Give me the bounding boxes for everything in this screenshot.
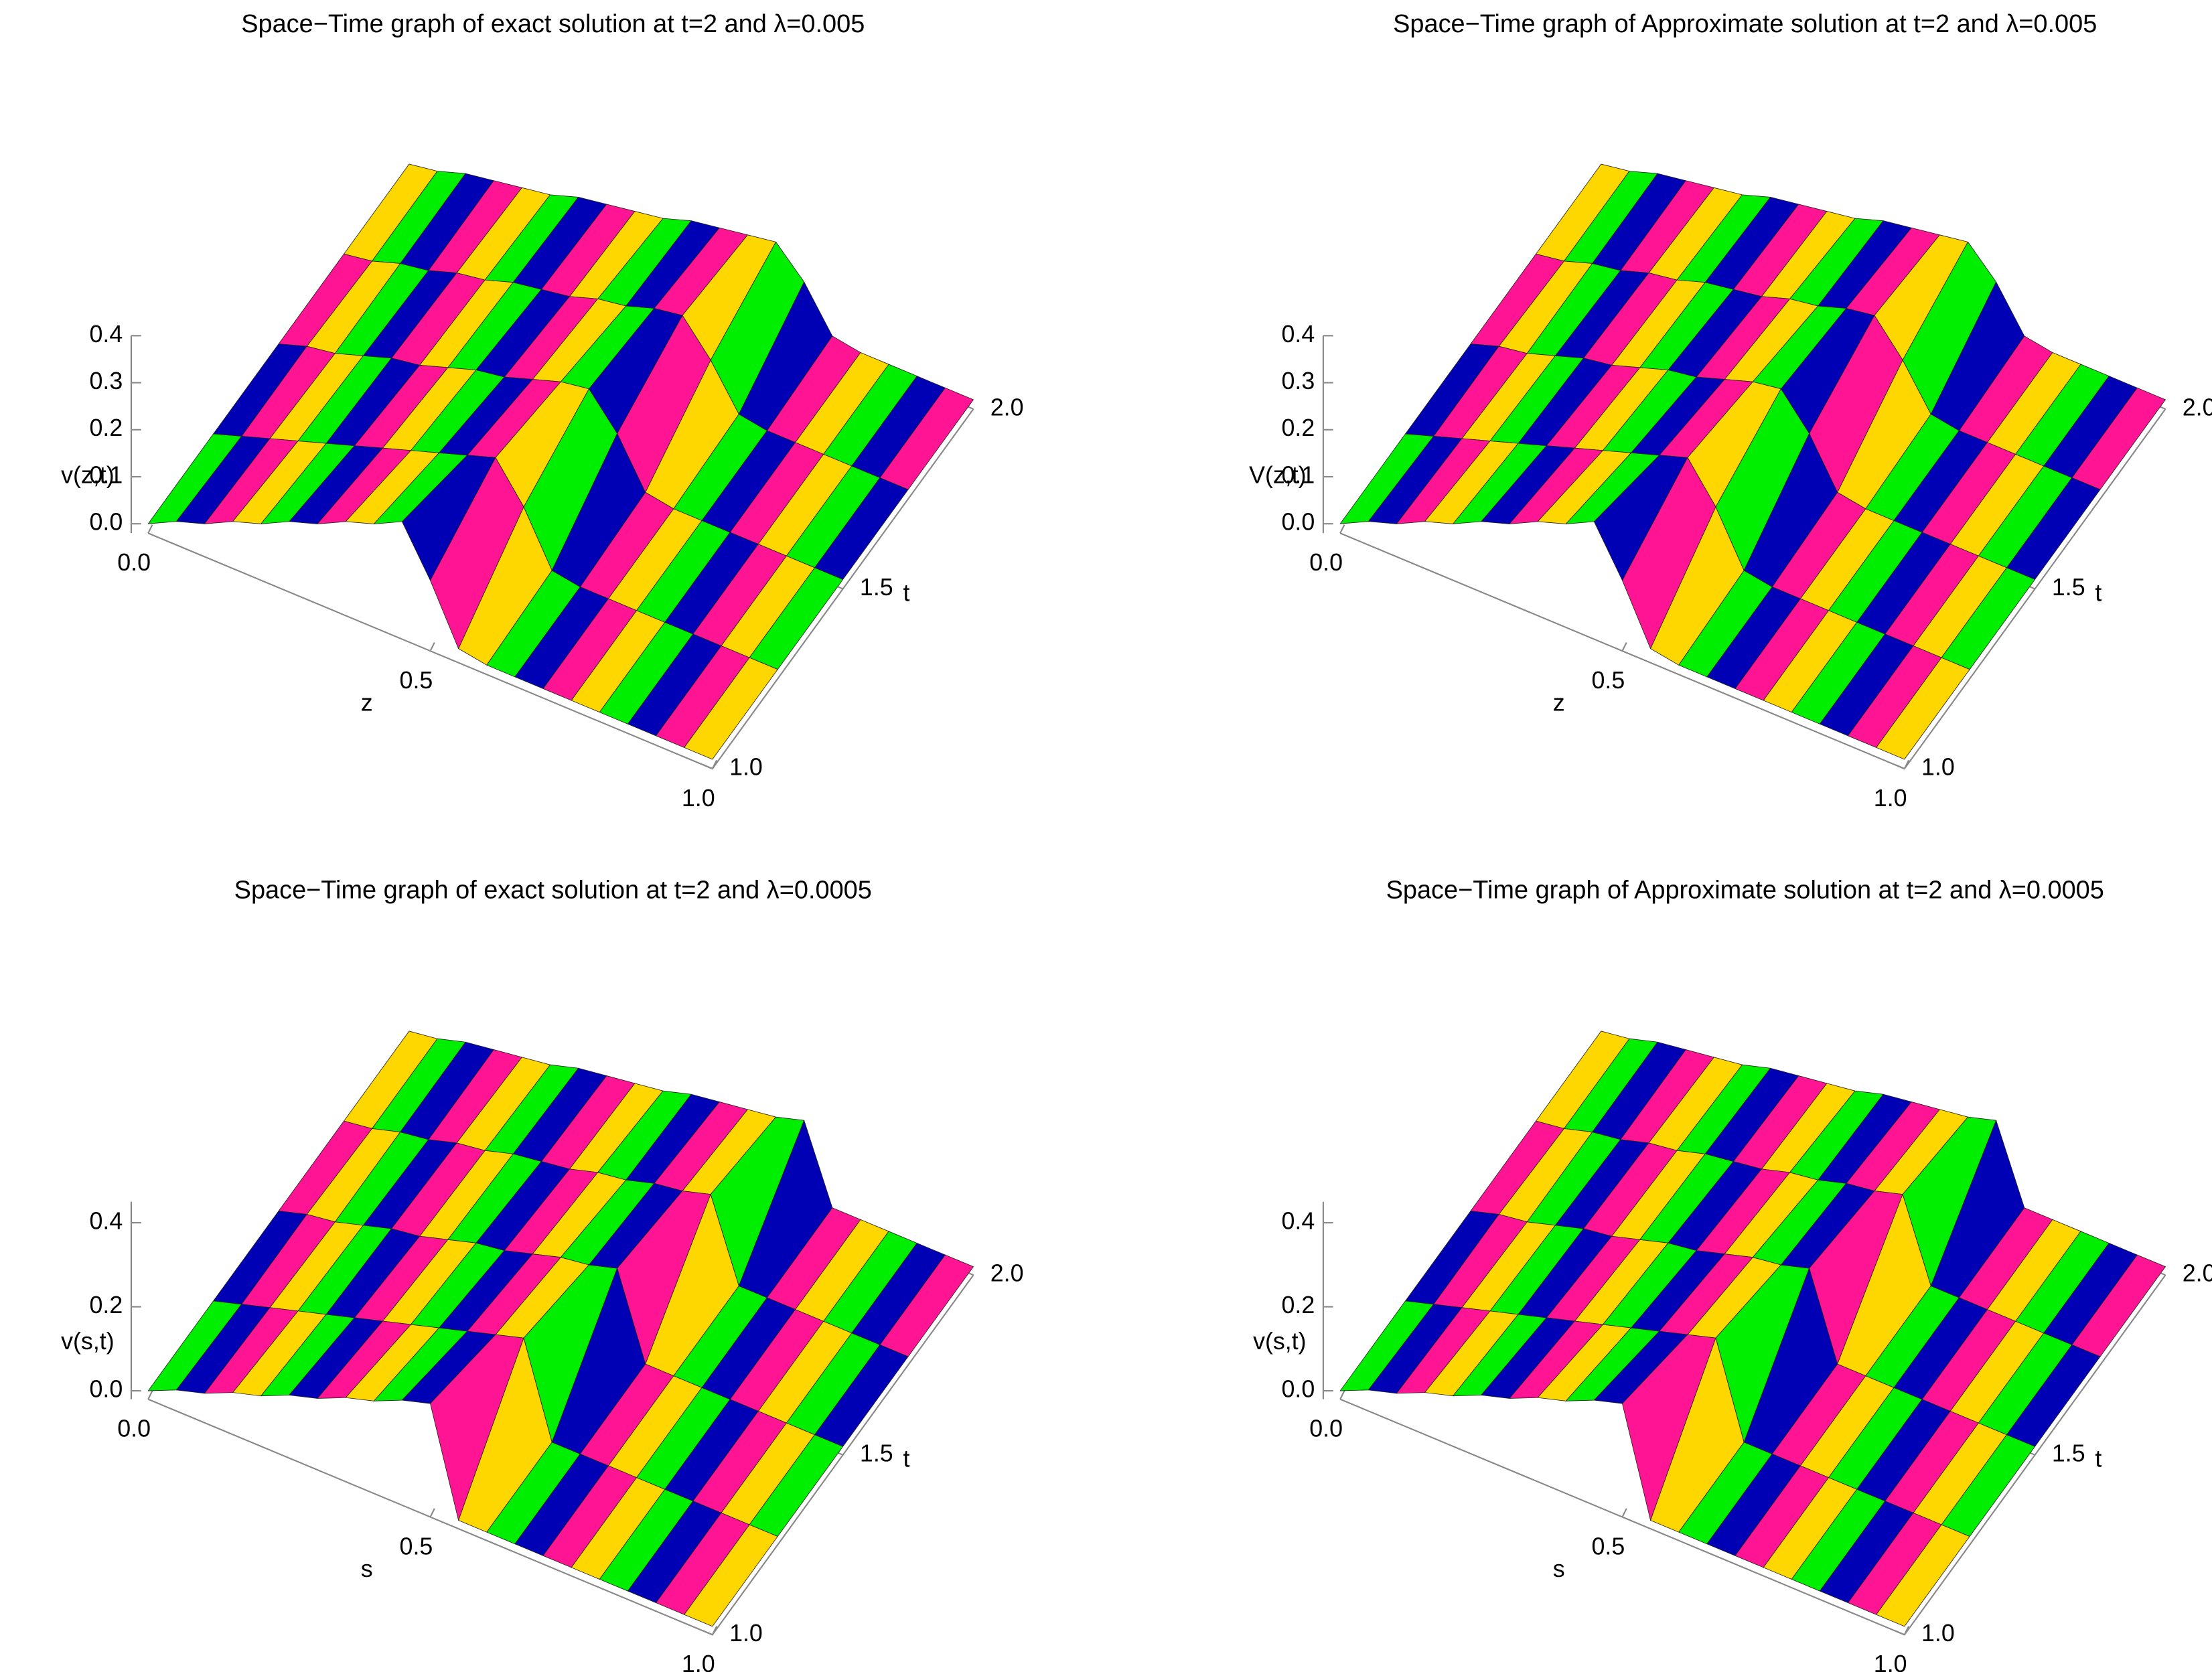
x-tick (1621, 1508, 1627, 1517)
x-tick (1339, 1390, 1345, 1400)
panel: Space−Time graph of Approximate solution… (1249, 10, 2212, 812)
chart-title: Space−Time graph of exact solution at t=… (234, 876, 872, 904)
surface-cell (684, 657, 778, 760)
panel: Space−Time graph of Approximate solution… (1253, 876, 2212, 1672)
y-tick-label: 2.0 (2183, 1260, 2212, 1287)
y-tick-label: 2.0 (990, 1260, 1024, 1287)
chart-title: Space−Time graph of Approximate solution… (1393, 10, 2097, 38)
panel: Space−Time graph of exact solution at t=… (61, 10, 1023, 812)
x-axis-label: z (1553, 690, 1565, 716)
x-tick (711, 1626, 718, 1635)
z-tick-label: 0.2 (90, 1292, 123, 1318)
z-tick-label: 0.4 (90, 321, 123, 348)
x-tick-label: 1.0 (682, 1651, 715, 1672)
x-tick (1903, 1626, 1910, 1635)
x-tick-label: 1.0 (1874, 1651, 1907, 1672)
y-tick-label: 1.5 (860, 574, 893, 601)
x-tick-label: 0.0 (1309, 549, 1343, 576)
z-tick-label: 0.0 (1281, 1376, 1315, 1403)
x-tick (429, 642, 435, 652)
x-tick (1903, 759, 1910, 769)
y-tick-label: 1.0 (1921, 1620, 1955, 1647)
z-axis-label: V(z,t) (1249, 461, 1307, 488)
x-tick-label: 0.5 (1592, 1533, 1625, 1560)
y-tick-label: 1.5 (860, 1440, 893, 1466)
z-axis-label: v(z,t) (61, 461, 115, 488)
x-tick (429, 1508, 435, 1517)
z-axis-label: v(s,t) (61, 1328, 115, 1355)
z-tick-label: 0.1 (1281, 461, 1315, 488)
x-tick-label: 0.0 (117, 549, 151, 576)
x-tick (1621, 642, 1627, 652)
surface-cell (1876, 1524, 1970, 1627)
y-tick (702, 763, 713, 769)
x-tick-label: 1.0 (682, 785, 715, 812)
x-tick (147, 524, 153, 534)
y-tick-label: 1.0 (729, 1620, 763, 1647)
x-tick-label: 0.0 (1309, 1415, 1343, 1442)
x-axis-label: s (1553, 1555, 1565, 1582)
y-axis-label: t (903, 1446, 909, 1472)
surface-cell (684, 1524, 778, 1627)
z-tick-label: 0.0 (90, 509, 123, 536)
x-axis-label: s (361, 1555, 373, 1582)
z-tick-label: 0.4 (1281, 321, 1315, 348)
y-tick-label: 1.0 (1921, 753, 1955, 780)
z-tick-label: 0.4 (1281, 1208, 1315, 1235)
x-tick-label: 0.5 (400, 667, 433, 694)
x-tick (1339, 524, 1345, 534)
y-axis-label: t (2095, 579, 2102, 606)
chart-title: Space−Time graph of exact solution at t=… (241, 10, 865, 38)
z-tick-label: 0.3 (90, 368, 123, 394)
z-tick-label: 0.0 (90, 1376, 123, 1403)
chart-title: Space−Time graph of Approximate solution… (1386, 876, 2104, 904)
x-tick-label: 0.0 (117, 1415, 151, 1442)
y-tick (1894, 763, 1905, 769)
x-tick-label: 0.5 (1592, 667, 1625, 694)
surface-cell (1876, 657, 1970, 760)
z-tick-label: 0.2 (1281, 1292, 1315, 1318)
y-axis-label: t (2095, 1446, 2102, 1472)
y-tick-label: 1.5 (2052, 1440, 2085, 1466)
x-tick-label: 1.0 (1874, 785, 1907, 812)
x-tick-label: 0.5 (400, 1533, 433, 1560)
y-tick (1894, 1630, 1905, 1636)
z-tick-label: 0.2 (1281, 414, 1315, 441)
y-axis-label: t (903, 579, 909, 606)
x-tick (711, 759, 718, 769)
z-tick-label: 0.0 (1281, 509, 1315, 536)
z-tick-label: 0.1 (90, 461, 123, 488)
y-tick-label: 2.0 (990, 394, 1024, 421)
z-tick-label: 0.2 (90, 414, 123, 441)
panel: Space−Time graph of exact solution at t=… (61, 876, 1023, 1672)
y-tick-label: 1.0 (729, 753, 763, 780)
y-tick-label: 1.5 (2052, 574, 2085, 601)
x-tick (147, 1390, 153, 1400)
z-tick-label: 0.4 (90, 1208, 123, 1235)
y-tick (702, 1630, 713, 1636)
x-axis-label: z (361, 690, 373, 716)
z-axis-label: v(s,t) (1253, 1328, 1307, 1355)
y-tick-label: 2.0 (2183, 394, 2212, 421)
z-tick-label: 0.3 (1281, 368, 1315, 394)
